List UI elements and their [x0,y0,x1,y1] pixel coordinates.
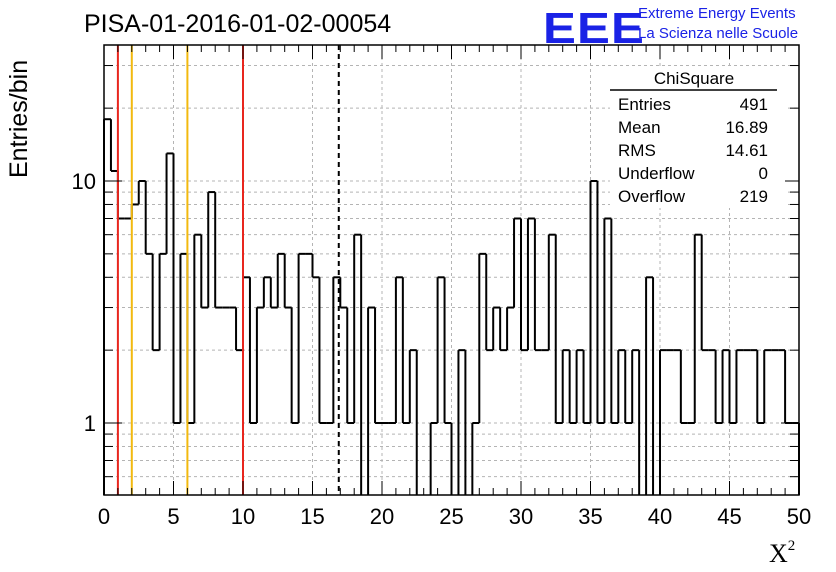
x-tick-label: 15 [300,504,324,529]
x-tick-label: 45 [717,504,741,529]
y-axis-label: Entries/bin [5,59,33,178]
x-axis-label: X2 [769,538,795,569]
chart-title: PISA-01-2016-01-02-00054 [84,10,392,38]
stats-row-label: Underflow [618,164,695,183]
stats-row-label: Mean [618,118,661,137]
eee-logo: EEE [543,4,645,53]
stats-row-label: RMS [618,141,656,160]
stats-row-value: 14.61 [725,141,768,160]
x-tick-label: 20 [370,504,394,529]
y-tick-label: 10 [72,169,96,194]
stats-title: ChiSquare [654,69,734,88]
x-axis-label-superscript: 2 [787,538,796,554]
x-axis-label-base: X [769,539,788,568]
x-tick-label: 35 [578,504,602,529]
logo-caption-line1: Extreme Energy Events [638,5,796,22]
stats-row-label: Entries [618,95,671,114]
axes: 0 5 10 15 20 25 30 35 40 45 50 1 10 [72,44,811,529]
marker-lines [116,45,340,495]
logo-caption-line2: La Scienza nelle Scuole [638,25,799,42]
x-tick-label: 25 [439,504,463,529]
y-tick-label: 1 [84,411,96,436]
logo-caption: Extreme Energy Events La Scienza nelle S… [638,4,798,44]
x-tick-label: 50 [787,504,811,529]
x-tick-label: 30 [509,504,533,529]
stats-row-value: 491 [740,95,768,114]
x-tick-label: 5 [167,504,179,529]
stats-row-value: 0 [759,164,768,183]
x-tick-label: 10 [231,504,255,529]
x-tick-label: 0 [98,504,110,529]
stats-box: ChiSquare Entries 491 Mean 16.89 RMS 14.61 Unde… [610,66,785,208]
stats-row-value: 16.89 [725,118,768,137]
stats-row-label: Overflow [618,187,686,206]
stats-row-value: 219 [740,187,768,206]
x-tick-label: 40 [648,504,672,529]
